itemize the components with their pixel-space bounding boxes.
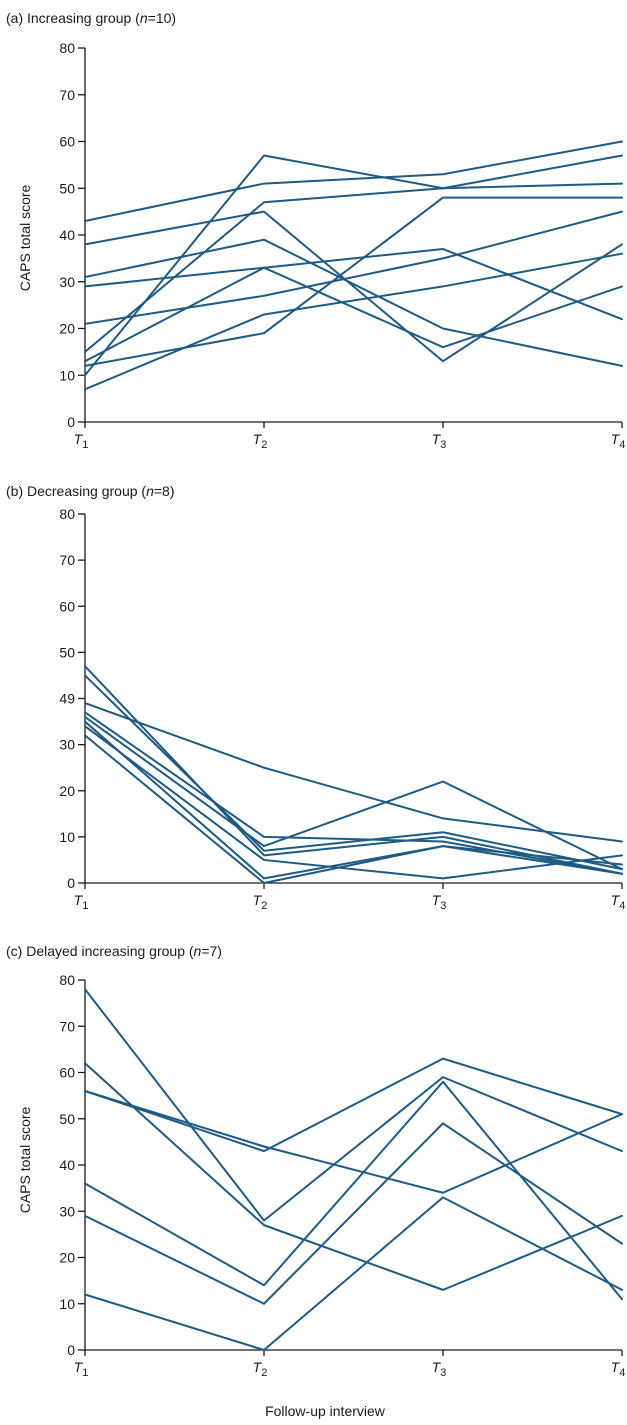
- y-tick-label: 30: [59, 274, 75, 290]
- series-line-1: [84, 988, 623, 1222]
- series-line-5: [84, 1080, 623, 1301]
- series-line-2: [84, 210, 623, 363]
- series-line-10: [84, 252, 623, 391]
- y-tick-label: 60: [59, 1065, 75, 1081]
- y-tick-label: 80: [59, 972, 75, 988]
- y-tick-label: 30: [59, 1203, 75, 1219]
- y-tick-label: 80: [59, 40, 75, 56]
- panel-title: (a) Increasing group (n=10): [6, 10, 176, 26]
- y-tick-label: 40: [59, 227, 75, 243]
- x-tick-label: T3: [432, 892, 447, 912]
- series-line-3: [84, 238, 623, 367]
- series-line-1: [84, 665, 623, 875]
- x-tick-label: T2: [253, 1359, 268, 1379]
- series-line-7: [84, 266, 623, 363]
- chart-panel-c: (c) Delayed increasing group (n=7) 0 10 20 3…: [6, 943, 625, 1379]
- x-tick-label: T3: [432, 1359, 447, 1379]
- series-line-2: [84, 1062, 623, 1291]
- y-axis-title: CAPS total score: [17, 184, 33, 291]
- series-line-6: [84, 720, 623, 880]
- x-tick-label: T4: [611, 892, 626, 912]
- y-tick-label: 20: [59, 783, 75, 799]
- chart-panel-b: (b) Decreasing group (n=8) 0 10 20 30 49 50 60 7…: [6, 483, 625, 912]
- series-line-1: [84, 140, 623, 222]
- panel-title: (b) Decreasing group (n=8): [6, 483, 174, 499]
- y-tick-label: 50: [59, 644, 75, 660]
- y-tick-label: 40: [59, 1157, 75, 1173]
- y-tick-label: 10: [59, 367, 75, 383]
- y-tick-label: 10: [59, 1296, 75, 1312]
- series-line-9: [84, 154, 623, 377]
- series-line-7: [84, 1196, 623, 1351]
- y-tick-label: 0: [67, 1342, 75, 1358]
- y-tick-label: 70: [59, 1018, 75, 1034]
- y-tick-label: 0: [67, 414, 75, 430]
- series-line-3: [84, 702, 623, 843]
- y-tick-label: 0: [67, 875, 75, 891]
- series-line-5: [84, 715, 623, 871]
- x-tick-label: T4: [611, 431, 626, 451]
- series-line-6: [84, 1122, 623, 1305]
- series-line-4: [84, 711, 623, 875]
- panel-title: (c) Delayed increasing group (n=7): [6, 943, 222, 959]
- y-tick-label: 60: [59, 134, 75, 150]
- y-tick-label: 20: [59, 1250, 75, 1266]
- y-tick-label: 70: [59, 552, 75, 568]
- y-tick-label: 20: [59, 321, 75, 337]
- x-tick-label: T2: [253, 892, 268, 912]
- y-tick-label: 10: [59, 829, 75, 845]
- x-tick-label: T1: [74, 892, 89, 912]
- series-line-8: [84, 196, 623, 367]
- y-tick-label: 49: [59, 691, 75, 707]
- y-tick-label: 70: [59, 87, 75, 103]
- chart-panel-a: (a) Increasing group (n=10) 0 10 20 30 40 50 60…: [6, 10, 625, 451]
- series-line-2: [84, 674, 623, 871]
- x-tick-label: T1: [74, 431, 89, 451]
- x-tick-label: T4: [611, 1359, 626, 1379]
- series-line-6: [84, 182, 623, 353]
- y-axis-title: CAPS total score: [17, 1106, 33, 1213]
- series-line-8: [84, 734, 623, 884]
- x-tick-label: T1: [74, 1359, 89, 1379]
- y-tick-label: 80: [59, 506, 75, 522]
- x-tick-label: T3: [432, 431, 447, 451]
- x-axis-title: Follow-up interview: [265, 1403, 386, 1419]
- series-line-7: [84, 725, 623, 880]
- y-tick-label: 50: [59, 180, 75, 196]
- series-line-3: [84, 1057, 623, 1153]
- y-tick-label: 50: [59, 1111, 75, 1127]
- y-tick-label: 60: [59, 598, 75, 614]
- series-line-4: [84, 1090, 623, 1194]
- x-tick-label: T2: [253, 431, 268, 451]
- y-tick-label: 30: [59, 737, 75, 753]
- series-line-5: [84, 210, 623, 325]
